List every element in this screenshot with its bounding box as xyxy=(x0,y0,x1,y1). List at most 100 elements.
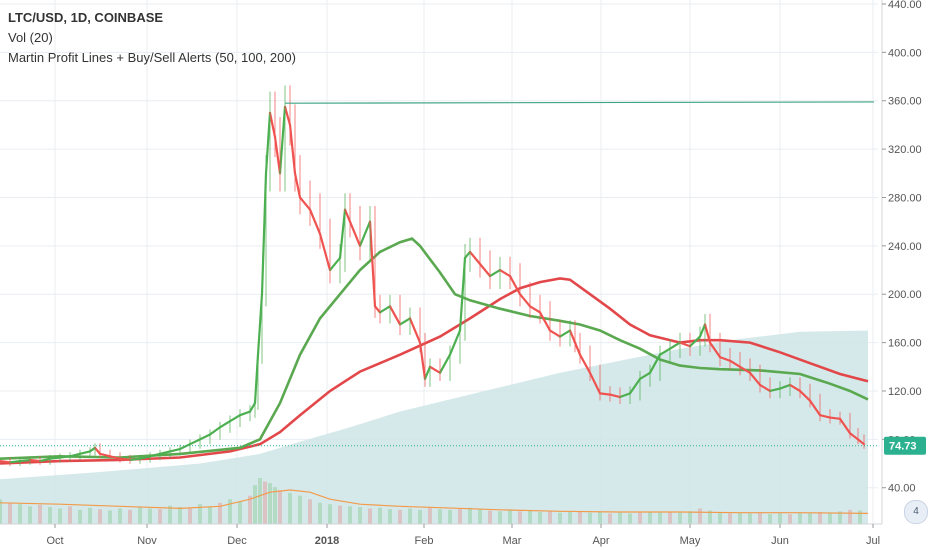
price-segment xyxy=(468,250,482,266)
price-segment xyxy=(463,250,472,260)
price-segment xyxy=(648,353,662,374)
price-segment xyxy=(198,433,212,441)
price-segment xyxy=(768,387,782,393)
volume-bar xyxy=(818,511,822,524)
volume-bar xyxy=(588,512,592,524)
price-segment xyxy=(148,452,162,458)
volume-bar xyxy=(138,507,142,524)
price-segment xyxy=(538,311,552,332)
volume-bar xyxy=(408,508,412,524)
volume-bar xyxy=(398,509,402,524)
price-segment xyxy=(168,447,182,453)
price-segment xyxy=(418,341,427,380)
volume-bar xyxy=(528,510,532,524)
price-segment xyxy=(408,317,422,344)
price-segment xyxy=(758,383,772,393)
volume-bar xyxy=(538,511,542,524)
price-segment xyxy=(428,365,442,374)
volume-label[interactable]: Vol (20) xyxy=(8,30,53,45)
price-segment xyxy=(373,305,382,314)
volume-bar xyxy=(288,492,292,524)
price-segment xyxy=(588,371,602,395)
overlay xyxy=(0,101,878,447)
volume-bar xyxy=(358,507,362,524)
price-segment xyxy=(568,329,577,344)
volume-bar xyxy=(418,509,422,524)
time-tick-label: Dec xyxy=(227,535,247,547)
price-tick-label: 40.00 xyxy=(888,483,916,495)
chart-legend: LTC/USD, 1D, COINBASE Vol (20) Martin Pr… xyxy=(8,8,296,68)
volume-bar xyxy=(8,502,12,524)
price-segment xyxy=(668,341,682,350)
time-tick-label: 2018 xyxy=(315,535,339,547)
volume-bar xyxy=(238,501,242,524)
price-segment xyxy=(98,452,112,458)
price-segment xyxy=(573,341,582,356)
price-segment xyxy=(448,329,462,356)
price-segment xyxy=(808,399,822,417)
price-segment xyxy=(838,417,852,435)
symbol-label[interactable]: LTC/USD, 1D, COINBASE xyxy=(8,10,164,25)
price-segment xyxy=(798,389,812,402)
volume-bar xyxy=(228,499,232,524)
price-segment xyxy=(260,172,268,296)
price-segment xyxy=(658,347,672,356)
notification-badge[interactable]: 4 xyxy=(904,500,928,524)
volume-bar xyxy=(448,509,452,524)
volume-bar xyxy=(718,512,722,524)
price-segment xyxy=(368,220,377,308)
volume-bar xyxy=(0,499,2,524)
volume-bar xyxy=(218,502,222,524)
volume-bar xyxy=(248,495,252,524)
time-tick-label: Mar xyxy=(503,535,522,547)
volume-bar xyxy=(118,508,122,524)
price-segment xyxy=(248,401,257,413)
volume-bar xyxy=(388,509,392,524)
grid xyxy=(0,0,878,524)
price-tick-label: 240.00 xyxy=(888,241,922,253)
price-segment xyxy=(708,341,722,359)
price-segment xyxy=(118,457,132,462)
price-segment xyxy=(218,420,232,429)
price-tick-label: 160.00 xyxy=(888,338,922,350)
volume-bar xyxy=(788,514,792,524)
price-segment xyxy=(828,416,842,420)
price-segment xyxy=(268,111,277,139)
area-layer xyxy=(0,330,868,524)
volume-bar xyxy=(258,478,262,524)
price-segment xyxy=(438,353,452,374)
volume-bar xyxy=(598,511,602,524)
volume-bar xyxy=(858,510,862,524)
volume-bar xyxy=(273,487,277,524)
volume-average-line xyxy=(0,489,869,514)
volume-bar xyxy=(648,511,652,524)
price-segment xyxy=(0,460,12,464)
volume-bar xyxy=(158,509,162,524)
price-segment xyxy=(28,458,42,463)
indicator-label[interactable]: Martin Profit Lines + Buy/Sell Alerts (5… xyxy=(8,50,296,65)
price-segment xyxy=(343,208,352,223)
price-segment xyxy=(628,377,642,395)
volume-bar xyxy=(253,485,257,524)
price-axis: 40.0080.00120.00160.00200.00240.00280.00… xyxy=(881,0,926,524)
volume-bar xyxy=(188,508,192,524)
volume-bar xyxy=(488,510,492,524)
price-segment xyxy=(278,105,287,175)
volume-bar xyxy=(68,506,72,524)
volume-bar xyxy=(28,506,32,524)
volume-bar xyxy=(263,481,267,524)
price-segment xyxy=(688,335,702,348)
time-tick-label: May xyxy=(680,535,701,547)
price-segment xyxy=(308,208,322,235)
volume-bar xyxy=(178,507,182,524)
volume-layer xyxy=(0,478,869,524)
price-segment xyxy=(488,268,502,278)
time-tick-label: Oct xyxy=(46,535,63,547)
price-segment xyxy=(558,329,572,338)
price-segment xyxy=(78,450,92,455)
price-segment xyxy=(856,438,866,446)
time-tick-label: Feb xyxy=(415,535,434,547)
price-tick-label: 360.00 xyxy=(888,96,922,108)
price-segment xyxy=(348,220,362,247)
